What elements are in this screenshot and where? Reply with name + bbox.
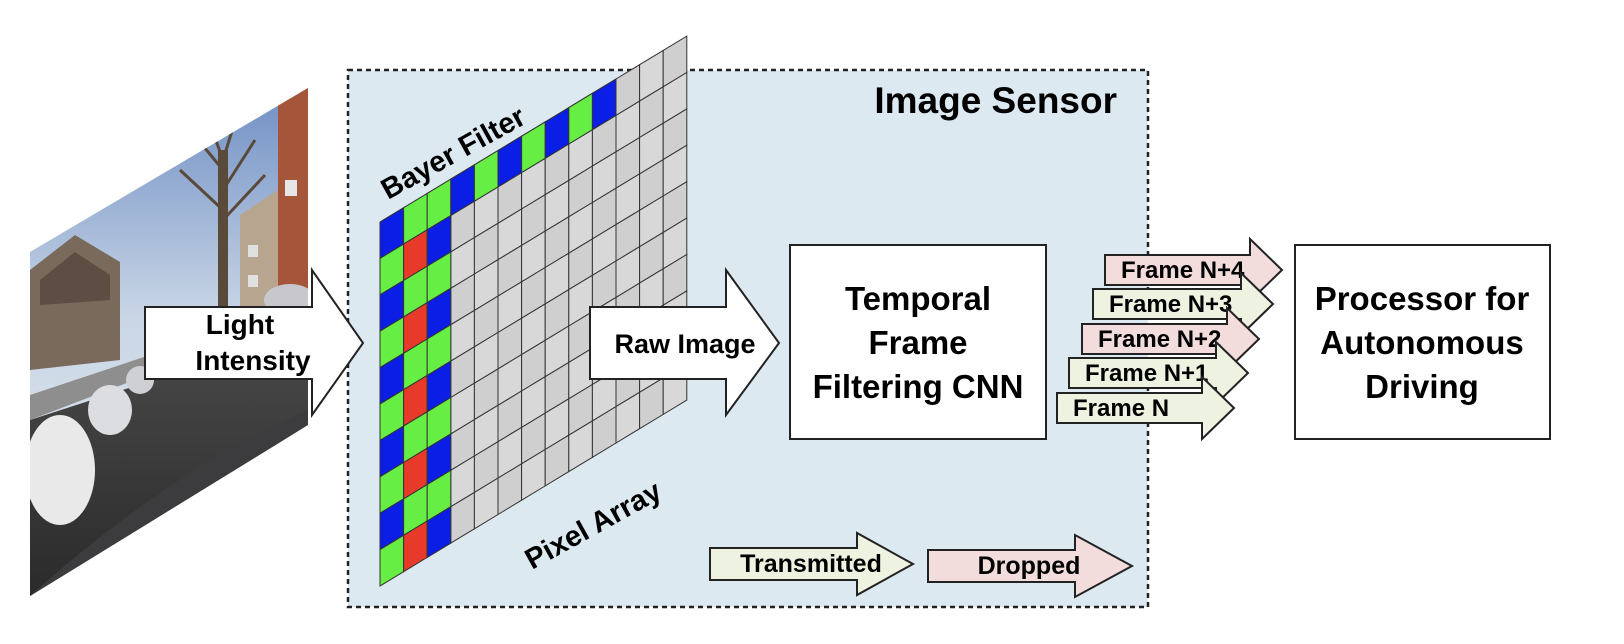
cnn-label-line1: Temporal (845, 280, 991, 317)
frame-arrow (1081, 305, 1261, 373)
cnn-label-line3: Filtering CNN (813, 368, 1024, 405)
frame-arrow (1056, 374, 1236, 442)
frame-label: Frame N+3 (1109, 291, 1232, 318)
legend-transmitted-label: Transmitted (740, 550, 882, 578)
frame-label: Frame N+1 (1085, 360, 1208, 387)
processor-label-line1: Processor for (1315, 280, 1530, 317)
light-intensity-arrow (144, 266, 365, 419)
legend-transmitted-arrow (709, 531, 916, 597)
frame-arrow (1104, 236, 1284, 304)
frame-label: Frame N (1073, 395, 1169, 422)
raw-image-arrow (589, 266, 781, 419)
light-intensity-label-line1: Light (206, 309, 274, 340)
frame-arrows: Frame N+4 Frame N+3 Frame N+2 Frame N+1 Fram… (1056, 236, 1284, 442)
image-sensor-title: Image Sensor (874, 80, 1117, 121)
frame-arrow (1068, 339, 1250, 407)
processor-label-line2: Autonomous (1320, 324, 1523, 361)
processor-label-line3: Driving (1365, 368, 1479, 405)
raw-image-label: Raw Image (614, 329, 755, 359)
processor-box (1294, 244, 1551, 440)
light-intensity-label-line2: Intensity (195, 345, 311, 376)
frame-arrow (1092, 270, 1275, 338)
legend-dropped-arrow (927, 533, 1135, 599)
bayer-cell (591, 78, 617, 131)
frame-label: Frame N+4 (1121, 257, 1245, 284)
bayer-cell (426, 505, 452, 559)
cnn-label-line2: Frame (868, 324, 967, 361)
bayer-pixel-array (379, 35, 688, 587)
frame-label: Frame N+2 (1098, 326, 1221, 353)
cnn-box (789, 244, 1047, 440)
legend-dropped-label: Dropped (978, 552, 1081, 580)
